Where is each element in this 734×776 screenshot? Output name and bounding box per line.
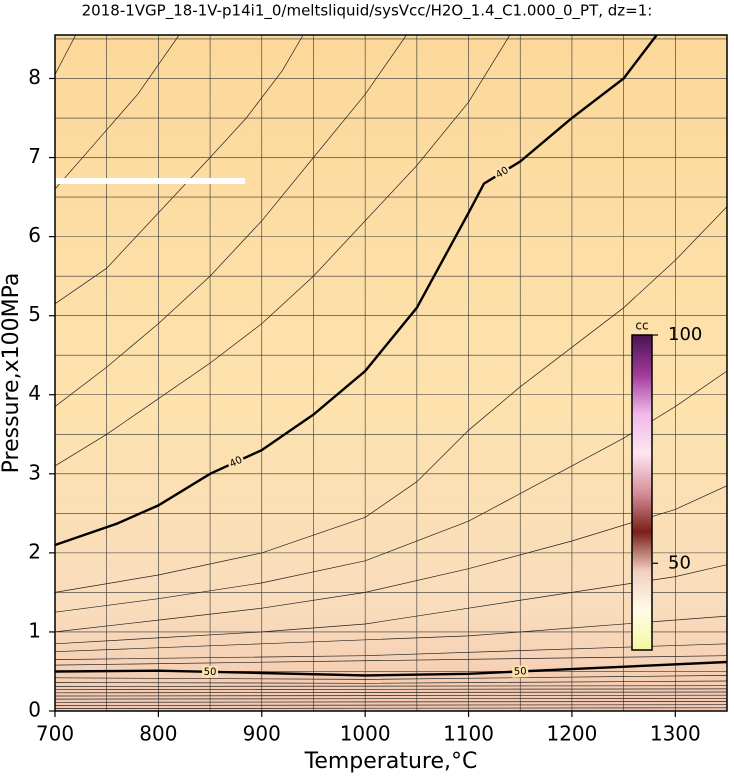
- mask-band: [55, 178, 245, 184]
- contour-label: 50: [514, 666, 527, 678]
- contour-line: [55, 35, 304, 305]
- y-tick-label: 6: [28, 223, 41, 247]
- contour-label-bg: [226, 453, 246, 471]
- grid: [55, 35, 727, 711]
- colorbar-tick-label: 50: [668, 552, 691, 573]
- contour-line: [55, 206, 727, 593]
- y-axis-label: Pressure,x100MPa: [0, 273, 24, 474]
- contour-label: 40: [228, 455, 244, 470]
- contour-line: [55, 675, 727, 680]
- contour-line: [55, 564, 727, 645]
- contour-line: [55, 35, 407, 407]
- contour-label-bg: [201, 665, 219, 679]
- contour-line: [55, 35, 180, 190]
- colorbar-label: cc: [635, 319, 648, 333]
- x-tick-label: 1100: [443, 722, 494, 746]
- contour-line: [55, 485, 727, 633]
- chart-title: 2018-1VGP_18-1V-p14i1_0/meltsliquid/sysV…: [82, 2, 653, 21]
- colorbar: 50 100 cc: [631, 319, 702, 651]
- x-tick-label: 800: [139, 722, 177, 746]
- x-axis-label: Temperature,°C: [304, 749, 478, 774]
- x-tick-label: 1000: [340, 722, 391, 746]
- y-tick-label: 8: [28, 65, 41, 89]
- contour-label-bg: [492, 163, 513, 182]
- contour-line-bold: [55, 660, 727, 677]
- contour-line-bold: [55, 35, 658, 547]
- contour-line: [55, 680, 727, 684]
- y-tick-label: 0: [28, 698, 41, 722]
- plot-frame: [54, 34, 728, 712]
- contour-line: [55, 704, 727, 706]
- contour-line: [55, 35, 77, 75]
- y-tick-label: 7: [28, 144, 41, 168]
- y-tick-label: 5: [28, 302, 41, 326]
- contour-line: [55, 685, 727, 687]
- contour-label: 50: [204, 667, 217, 678]
- contour-line: [55, 655, 727, 666]
- colorbar-tick-label: 100: [668, 324, 702, 345]
- axes: 700 800 900 1000 1100 1200 1300 0 1 2 3 4 5 6 7 8: [28, 65, 700, 746]
- x-tick-label: 700: [36, 722, 74, 746]
- x-tick-label: 1200: [546, 722, 597, 746]
- y-tick-label: 2: [28, 539, 41, 563]
- colorbar-fill: [631, 334, 653, 651]
- x-tick-label: 900: [243, 722, 281, 746]
- contour-line: [55, 697, 727, 700]
- contour-line: [55, 691, 727, 694]
- contour-line: [55, 707, 727, 709]
- contour-line: [55, 694, 727, 697]
- contour-label-bg: [511, 665, 529, 678]
- contour-line: [55, 643, 727, 660]
- contour-line: [55, 35, 511, 467]
- contour-line: [55, 688, 727, 691]
- x-tick-label: 1300: [650, 722, 701, 746]
- contour-line: [55, 701, 727, 703]
- y-tick-label: 4: [28, 381, 41, 405]
- y-tick-label: 3: [28, 460, 41, 484]
- y-tick-label: 1: [28, 618, 41, 642]
- contours: [55, 35, 727, 709]
- plot-background: [55, 35, 727, 711]
- contour-line: [55, 615, 727, 653]
